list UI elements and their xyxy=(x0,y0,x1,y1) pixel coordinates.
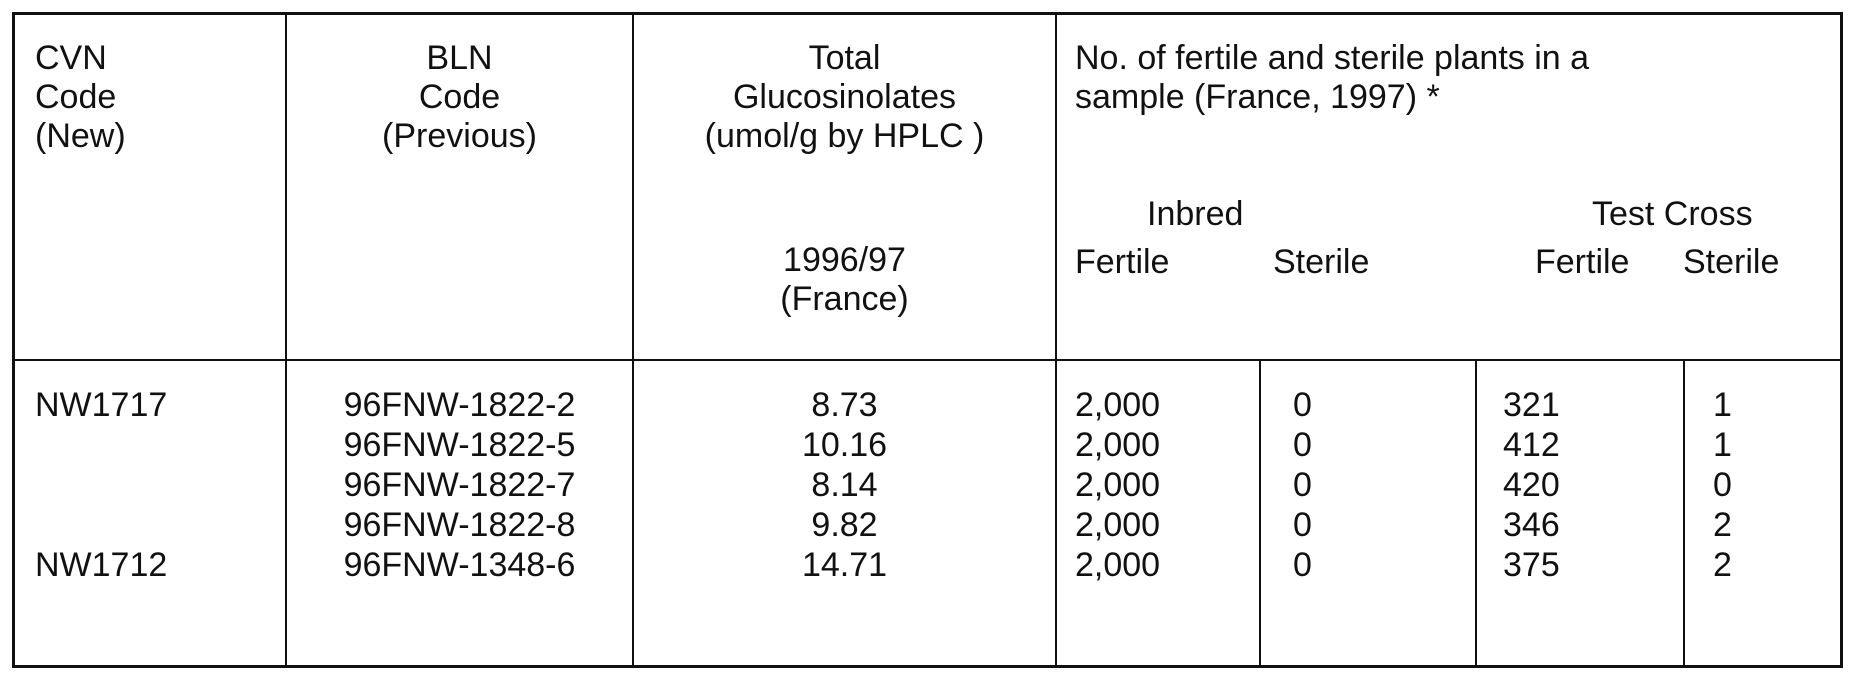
header-line: Code xyxy=(418,78,501,116)
header-line: BLN xyxy=(426,39,493,77)
inbred-sterile-header: Sterile xyxy=(1273,243,1370,281)
glucosinolates-column: 8.73 10.16 8.14 9.82 14.71 xyxy=(634,385,1055,585)
total-glucosinolates-header: Total Glucosinolates (umol/g by HPLC ) xyxy=(634,39,1055,156)
table-cell: NW1712 xyxy=(35,546,168,584)
table-cell: 0 xyxy=(1293,386,1312,424)
table-cell: 0 xyxy=(1293,506,1312,544)
header-line: (umol/g by HPLC ) xyxy=(704,117,985,155)
table-cell: 0 xyxy=(1293,546,1312,584)
table-cell: 0 xyxy=(1713,466,1732,504)
season-header: 1996/97 (France) xyxy=(634,241,1055,319)
column-divider xyxy=(632,15,634,665)
table-cell: 8.14 xyxy=(811,466,878,504)
table-cell: 0 xyxy=(1293,426,1312,464)
header-line: (New) xyxy=(35,117,126,155)
column-divider xyxy=(285,15,287,665)
cvn-code-header: CVN Code (New) xyxy=(35,39,126,156)
bln-code-header: BLN Code (Previous) xyxy=(287,39,632,156)
header-line: sample (France, 1997) * xyxy=(1075,78,1440,116)
table-cell: 9.82 xyxy=(811,506,878,544)
table-cell xyxy=(35,425,167,465)
table-cell: 2 xyxy=(1713,506,1732,544)
header-line: CVN xyxy=(35,39,107,77)
header-line: Code xyxy=(35,78,117,116)
header-line: (France) xyxy=(780,280,909,318)
column-divider xyxy=(1055,15,1057,665)
header-line: Total xyxy=(808,39,881,77)
table-cell: 2,000 xyxy=(1075,426,1161,464)
test-cross-sterile-column: 1 1 0 2 2 xyxy=(1713,385,1732,585)
column-divider xyxy=(1683,359,1685,665)
table-cell: NW1717 xyxy=(35,386,168,424)
test-cross-fertile-column: 321 412 420 346 375 xyxy=(1503,385,1560,585)
inbred-header: Inbred xyxy=(1147,195,1244,233)
table-cell: 96FNW-1822-7 xyxy=(343,466,576,504)
test-cross-header: Test Cross xyxy=(1592,195,1753,233)
data-table: CVN Code (New) BLN Code (Previous) Total… xyxy=(12,12,1843,668)
plants-sample-header: No. of fertile and sterile plants in a s… xyxy=(1075,39,1589,117)
table-cell xyxy=(35,505,167,545)
table-cell: 321 xyxy=(1503,386,1560,424)
table-cell: 96FNW-1348-6 xyxy=(343,546,576,584)
table-cell: 375 xyxy=(1503,546,1560,584)
inbred-sterile-column: 0 0 0 0 0 xyxy=(1293,385,1312,585)
table-cell: 2,000 xyxy=(1075,546,1161,584)
table-cell: 14.71 xyxy=(801,546,888,584)
table-cell: 2,000 xyxy=(1075,506,1161,544)
header-line: No. of fertile and sterile plants in a xyxy=(1075,39,1590,77)
header-divider xyxy=(15,359,1840,361)
header-line: (Previous) xyxy=(382,117,537,155)
column-divider xyxy=(1259,359,1261,665)
table-cell: 2,000 xyxy=(1075,466,1161,504)
table-cell: 96FNW-1822-8 xyxy=(343,506,576,544)
cvn-code-column: NW1717 NW1712 xyxy=(35,385,167,585)
table-cell: 2,000 xyxy=(1075,386,1161,424)
table-cell: 1 xyxy=(1713,426,1732,464)
table-cell: 2 xyxy=(1713,546,1732,584)
table-cell: 8.73 xyxy=(811,386,878,424)
bln-code-column: 96FNW-1822-2 96FNW-1822-5 96FNW-1822-7 9… xyxy=(287,385,632,585)
table-cell: 0 xyxy=(1293,466,1312,504)
table-cell: 412 xyxy=(1503,426,1560,464)
header-line: 1996/97 xyxy=(783,241,906,279)
table-cell xyxy=(35,465,167,505)
table-cell: 96FNW-1822-5 xyxy=(343,426,576,464)
column-divider xyxy=(1475,359,1477,665)
table-cell: 96FNW-1822-2 xyxy=(343,386,576,424)
inbred-fertile-header: Fertile xyxy=(1075,243,1170,281)
header-line: Glucosinolates xyxy=(732,78,956,116)
table-cell: 346 xyxy=(1503,506,1560,544)
test-cross-sterile-header: Sterile xyxy=(1683,243,1780,281)
table-cell: 1 xyxy=(1713,386,1732,424)
table-cell: 10.16 xyxy=(801,426,888,464)
inbred-fertile-column: 2,000 2,000 2,000 2,000 2,000 xyxy=(1075,385,1160,585)
test-cross-fertile-header: Fertile xyxy=(1535,243,1630,281)
table-cell: 420 xyxy=(1503,466,1560,504)
